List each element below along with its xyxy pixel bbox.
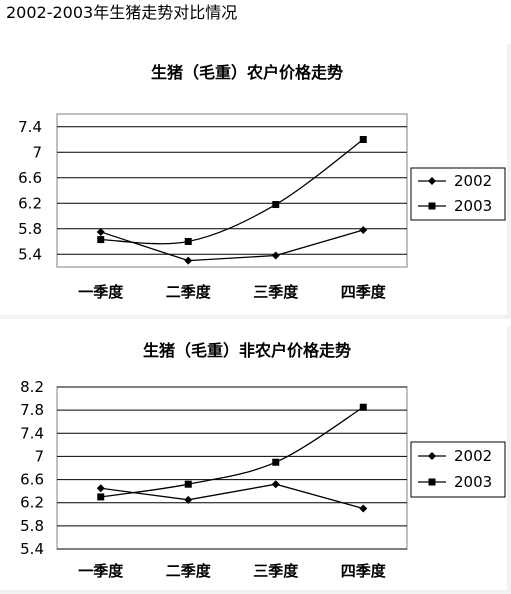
- series-point-2003: [272, 458, 280, 466]
- series-point-2003: [97, 493, 105, 501]
- legend-marker: [428, 177, 436, 185]
- y-tick-label: 7: [34, 447, 44, 465]
- x-category-label: 二季度: [166, 283, 212, 301]
- series-point-2002: [359, 226, 368, 235]
- series-point-2003: [97, 236, 105, 244]
- x-category-label: 三季度: [253, 283, 299, 301]
- legend-label: 2003: [454, 473, 492, 491]
- y-tick-label: 5.4: [18, 245, 42, 263]
- legend-label: 2002: [454, 172, 492, 190]
- y-tick-label: 7.8: [20, 401, 44, 419]
- farmer-price-chart-svg: 生猪（毛重）农户价格走势 5.4 5.8 6.2 6.6 7 7.4 一季度 二季度 三季度 四季度…: [18, 63, 506, 301]
- y-tick-label: 5.8: [20, 517, 44, 535]
- series-line-2003: [100, 406, 364, 498]
- y-tick-label: 5.8: [18, 220, 42, 238]
- x-category-label: 三季度: [253, 562, 299, 580]
- series-point-2003: [359, 136, 367, 143]
- series-line-2002: [100, 229, 364, 262]
- series-point-2003: [272, 201, 280, 209]
- series-point-2002: [271, 480, 280, 489]
- legend-box: [410, 441, 506, 498]
- chart-title: 生猪（毛重）非农户价格走势: [143, 341, 351, 360]
- series-point-2003: [184, 238, 192, 245]
- x-category-label: 一季度: [78, 562, 124, 580]
- y-tick-label: 6.2: [18, 194, 42, 212]
- chart-title: 生猪（毛重）农户价格走势: [151, 63, 343, 82]
- plot-area: [56, 386, 408, 550]
- x-category-label: 二季度: [166, 562, 212, 580]
- series-line-2003: [100, 138, 364, 245]
- y-tick-label: 6.6: [20, 471, 44, 489]
- series-point-2002: [96, 484, 105, 493]
- x-category-label: 一季度: [78, 283, 124, 301]
- series-point-2002: [96, 227, 105, 236]
- legend-label: 2003: [454, 197, 492, 215]
- series-point-2002: [184, 495, 193, 504]
- y-tick-label: 7.4: [20, 424, 44, 442]
- page-title: 2002-2003年生猪走势对比情况: [6, 3, 238, 22]
- x-category-label: 四季度: [341, 562, 387, 580]
- series-point-2003: [184, 480, 192, 488]
- legend-marker: [428, 452, 436, 460]
- series-point-2002: [359, 504, 368, 513]
- x-category-label: 四季度: [341, 283, 387, 301]
- series-point-2002: [271, 251, 280, 260]
- farmer-price-chart: 生猪（毛重）农户价格走势 5.4 5.8 6.2 6.6 7 7.4 一季度 二季度 三季度 四季度…: [0, 44, 511, 319]
- legend-box: [410, 167, 506, 221]
- y-tick-label: 6.2: [20, 494, 44, 512]
- legend-marker: [428, 478, 436, 486]
- non-farmer-price-chart: 生猪（毛重）非农户价格走势 5.4 5.8 6.2 6.6 7 7.4 7.8 8.2 一季度 二季…: [0, 326, 511, 594]
- y-tick-label: 5.4: [20, 540, 44, 558]
- y-tick-label: 8.2: [20, 378, 44, 396]
- legend-label: 2002: [454, 447, 492, 465]
- series-point-2002: [184, 256, 193, 265]
- non-farmer-price-chart-svg: 生猪（毛重）非农户价格走势 5.4 5.8 6.2 6.6 7 7.4 7.8 8.2 一季度 二季…: [20, 341, 506, 580]
- series-point-2003: [359, 403, 367, 411]
- legend-marker: [428, 202, 436, 210]
- y-tick-label: 7: [32, 143, 42, 161]
- plot-area: [56, 113, 408, 268]
- y-tick-label: 6.6: [18, 169, 42, 187]
- y-tick-label: 7.4: [18, 118, 42, 136]
- series-line-2002: [100, 483, 364, 510]
